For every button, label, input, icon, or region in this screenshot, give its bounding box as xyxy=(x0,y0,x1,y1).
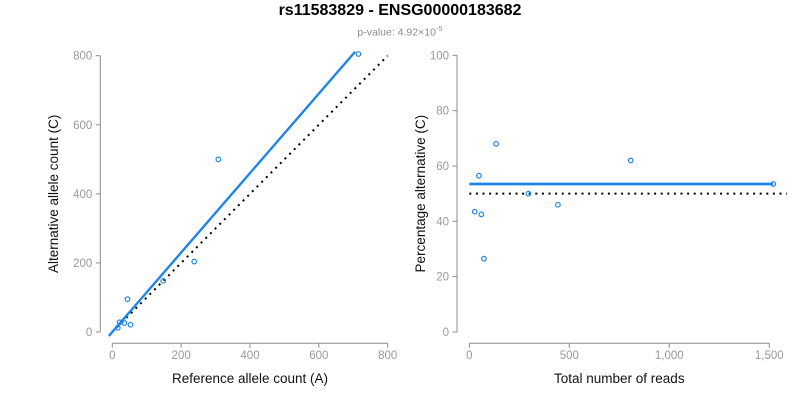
scatter-point xyxy=(493,140,500,147)
y-axis-title: Alternative allele count (C) xyxy=(46,115,61,273)
scatter-point xyxy=(160,277,167,284)
scatter-point xyxy=(121,320,128,326)
y-tick-label: 0 xyxy=(443,327,449,339)
x-tick-label: 600 xyxy=(309,350,328,362)
y-tick-label: 0 xyxy=(86,327,92,339)
scatter-point xyxy=(471,208,478,215)
x-tick-label: 0 xyxy=(109,350,115,362)
scatter-point xyxy=(627,157,634,164)
scatter-point xyxy=(355,51,362,57)
x-axis-title: Reference allele count (A) xyxy=(172,371,328,386)
scatter-point xyxy=(481,255,487,262)
scatter-point xyxy=(478,211,485,218)
y-tick-label: 100 xyxy=(430,50,449,62)
y-tick-label: 20 xyxy=(436,272,449,284)
identity-line xyxy=(111,54,389,333)
scatter-point xyxy=(191,258,198,265)
scatter-point xyxy=(114,324,121,331)
scatter-point xyxy=(124,296,131,303)
y-tick-label: 40 xyxy=(436,216,449,228)
x-tick-label: 1,500 xyxy=(755,350,784,362)
x-tick-label: 400 xyxy=(240,350,259,362)
scatter-point xyxy=(555,201,561,208)
subtitle-base: p-value: 4.92×10 xyxy=(357,26,436,39)
y-tick-label: 400 xyxy=(73,189,92,201)
x-tick-label: 200 xyxy=(172,350,191,362)
x-tick-label: 800 xyxy=(378,350,397,362)
y-axis-title: Percentage alternative (C) xyxy=(413,115,428,273)
x-tick-label: 1,000 xyxy=(655,350,684,362)
scatter-point xyxy=(770,181,777,187)
y-tick-label: 60 xyxy=(436,161,449,173)
y-tick-label: 200 xyxy=(73,258,92,270)
fit-line xyxy=(107,51,356,337)
y-tick-label: 600 xyxy=(73,120,92,132)
scatter-point xyxy=(215,156,222,163)
scatter-point xyxy=(476,172,482,179)
y-tick-label: 80 xyxy=(436,106,449,118)
scatter-point xyxy=(127,321,134,328)
scatter-point xyxy=(525,190,532,197)
figure-title: rs11583829 - ENSG00000183682 xyxy=(278,2,522,19)
x-tick-label: 0 xyxy=(466,350,472,362)
x-tick-label: 500 xyxy=(560,350,579,362)
figure-subtitle: p-value: 4.92×10-5 xyxy=(0,24,800,39)
y-tick-label: 800 xyxy=(73,51,92,63)
x-axis-title: Total number of reads xyxy=(554,371,685,386)
subtitle-exponent: -5 xyxy=(435,24,443,33)
